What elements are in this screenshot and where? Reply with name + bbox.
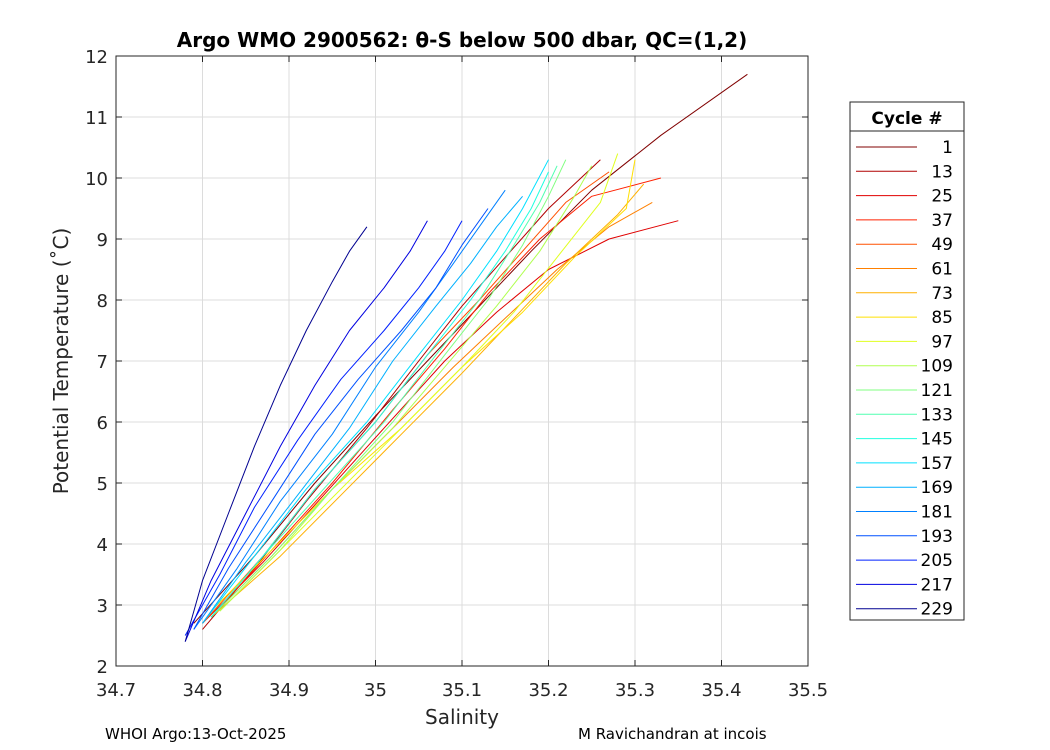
y-tick-label: 7 [97, 352, 108, 373]
x-tick-label: 35.3 [615, 680, 655, 701]
legend-box [849, 101, 965, 621]
series-line-cycle-205 [184, 220, 463, 636]
chart-title: Argo WMO 2900562: θ-S below 500 dbar, QC… [177, 28, 747, 52]
x-tick-label: 34.7 [96, 680, 136, 701]
legend-label: 97 [931, 332, 953, 352]
legend-label: 157 [921, 454, 953, 474]
legend-label: 169 [921, 478, 953, 498]
legend-label: 229 [921, 600, 953, 620]
y-tick-label: 3 [97, 596, 108, 617]
series-line-cycle-97 [219, 153, 619, 612]
y-tick-label: 12 [85, 47, 108, 68]
series-line-cycle-181 [193, 189, 506, 630]
legend-label: 13 [931, 162, 953, 182]
legend-label: 1 [942, 138, 953, 158]
series-line-cycle-121 [210, 159, 567, 618]
x-axis-label: Salinity [425, 705, 499, 729]
legend-entries: 1 13 25 37 49 61 73 85 97 109 121 133 145 157 169 181 19… [856, 138, 953, 620]
series-layer [184, 73, 748, 642]
footer-source: WHOI Argo:13-Oct-2025 [105, 725, 287, 743]
legend-label: 37 [931, 211, 953, 231]
series-line-cycle-217 [184, 220, 428, 642]
legend-label: 205 [921, 551, 953, 571]
legend-label: 49 [931, 235, 953, 255]
series-line-cycle-109 [219, 165, 593, 612]
x-tick-label: 35 [364, 680, 387, 701]
legend-label: 217 [921, 575, 953, 595]
legend-label: 85 [931, 308, 953, 328]
y-tick-label: 8 [97, 291, 108, 312]
x-tick-label: 35.5 [788, 680, 828, 701]
series-line-cycle-25 [202, 220, 679, 624]
y-axis-ticks: 2 3 4 5 6 7 8 9 10 11 12 [85, 47, 808, 678]
series-line-cycle-229 [184, 226, 368, 642]
y-tick-label: 6 [97, 413, 108, 434]
y-tick-label: 2 [97, 657, 108, 678]
legend-label: 61 [931, 260, 953, 280]
legend-label: 109 [921, 357, 953, 377]
legend-label: 193 [921, 527, 953, 547]
legend: Cycle # 1 13 25 37 49 61 73 85 97 109 121 133 145 157… [849, 101, 965, 621]
x-tick-label: 35.4 [701, 680, 741, 701]
series-line-cycle-193 [193, 208, 489, 630]
series-line-cycle-37 [210, 177, 662, 618]
x-axis-ticks: 34.7 34.8 34.9 35 35.1 35.2 35.3 35.4 35.5 [96, 56, 828, 701]
legend-label: 25 [931, 187, 953, 207]
x-tick-label: 34.9 [269, 680, 309, 701]
legend-label: 133 [921, 405, 953, 425]
series-line-cycle-157 [202, 159, 549, 624]
y-tick-label: 4 [97, 535, 108, 556]
x-tick-label: 34.8 [182, 680, 222, 701]
legend-label: 181 [921, 503, 953, 523]
series-line-cycle-133 [210, 165, 558, 618]
series-line-cycle-145 [210, 171, 549, 618]
series-line-cycle-169 [202, 195, 523, 624]
footer-author: M Ravichandran at incois [578, 725, 767, 743]
legend-label: 145 [921, 430, 953, 450]
y-tick-label: 5 [97, 474, 108, 495]
y-axis-label: Potential Temperature (˚C) [49, 228, 73, 495]
legend-title: Cycle # [871, 109, 942, 129]
legend-label: 73 [931, 284, 953, 304]
legend-label: 121 [921, 381, 953, 401]
y-tick-label: 10 [85, 169, 108, 190]
series-line-cycle-73 [210, 183, 645, 618]
x-tick-label: 35.1 [442, 680, 482, 701]
x-tick-label: 35.2 [528, 680, 568, 701]
y-tick-label: 11 [85, 108, 108, 129]
y-tick-label: 9 [97, 230, 108, 251]
